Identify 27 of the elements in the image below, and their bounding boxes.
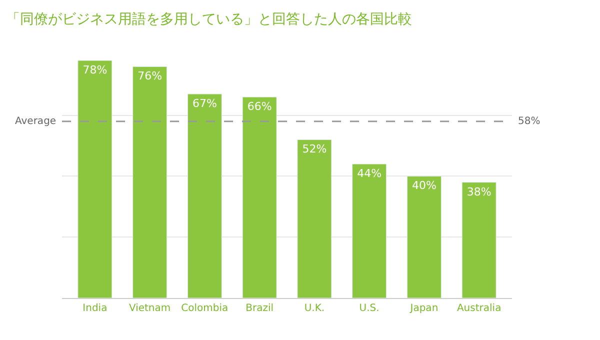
x-tick-label: Japan bbox=[409, 303, 438, 314]
bar bbox=[132, 66, 168, 298]
x-tick-label: U.K. bbox=[304, 303, 325, 314]
data-label: 66% bbox=[247, 100, 272, 114]
bar bbox=[78, 60, 112, 298]
bar bbox=[462, 182, 496, 298]
data-label: 78% bbox=[82, 64, 108, 76]
x-tick-label: U.S. bbox=[359, 303, 380, 314]
chart-title: 「同僚がビジネス用語を多用している」と回答した人の各国比較 bbox=[6, 11, 412, 28]
x-tick-label: Colombia bbox=[181, 303, 228, 314]
text: 58% bbox=[518, 116, 540, 127]
data-label: 44% bbox=[357, 167, 382, 180]
data-label: 38% bbox=[466, 185, 492, 198]
bar bbox=[242, 96, 277, 298]
x-tick-label: India bbox=[82, 303, 108, 314]
data-label: 40% bbox=[412, 179, 436, 192]
bar bbox=[406, 176, 442, 298]
x-tick-label: Australia bbox=[456, 303, 502, 314]
data-label: 67% bbox=[192, 96, 217, 110]
bar bbox=[297, 139, 332, 298]
ref-line-label: Average bbox=[15, 116, 56, 127]
x-tick-label: Brazil bbox=[246, 303, 274, 314]
x-tick-label: Vietnam bbox=[128, 303, 171, 314]
data-label: 76% bbox=[138, 70, 162, 83]
data-label: 52% bbox=[302, 142, 327, 156]
bar bbox=[352, 164, 387, 298]
bar bbox=[187, 94, 222, 298]
